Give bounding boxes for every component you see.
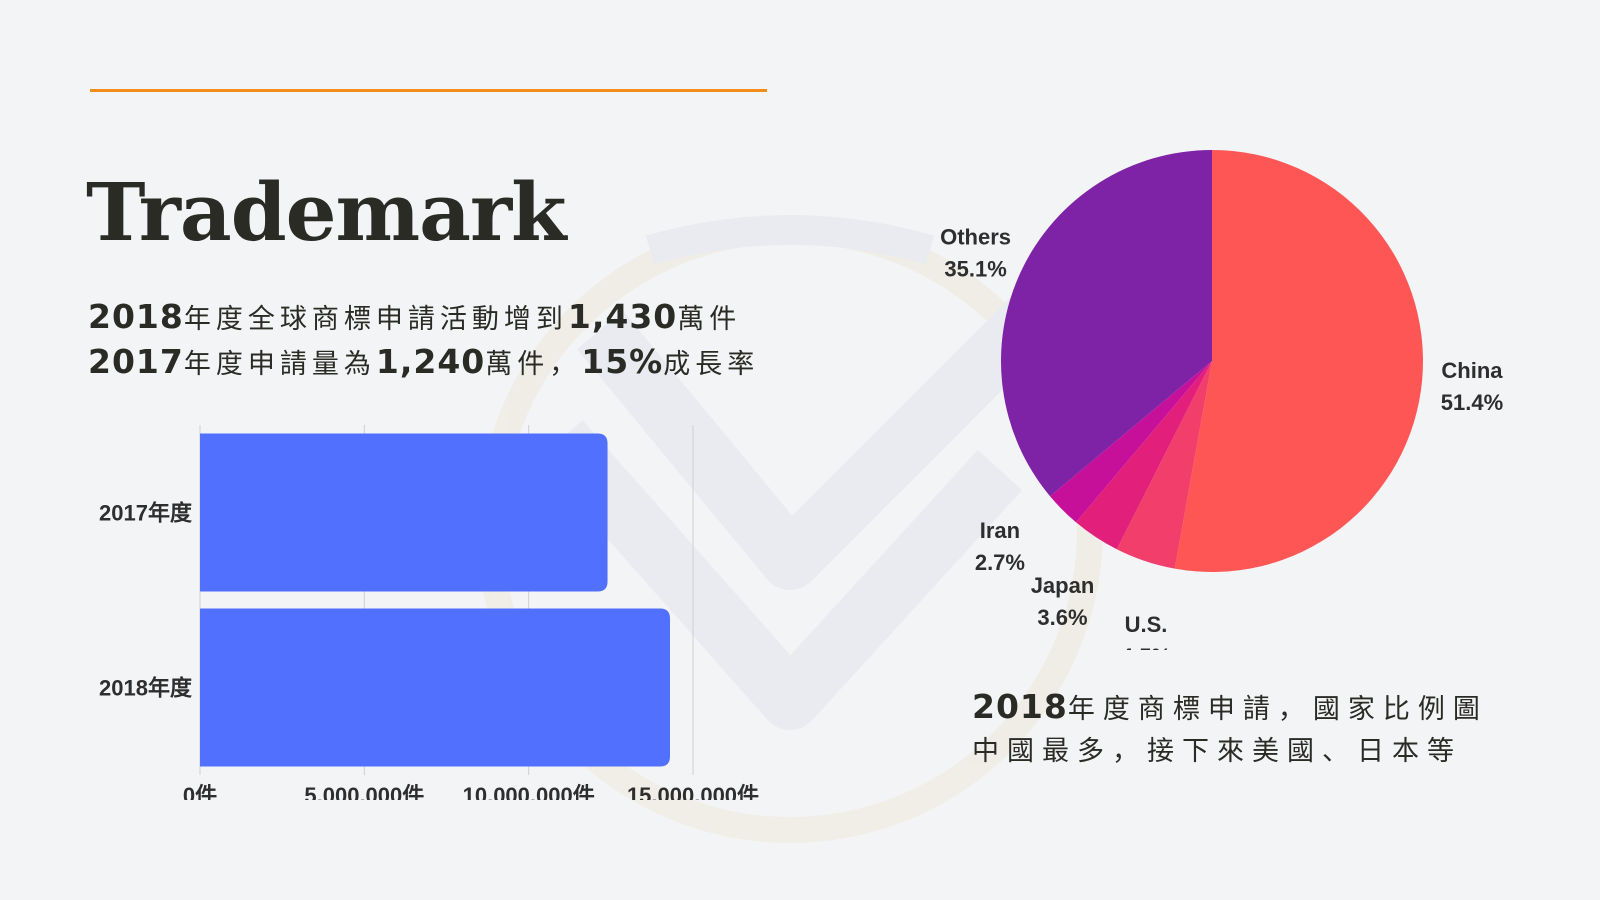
pie-slice-value: 2.7% (975, 550, 1025, 575)
pie-slice-label: Japan (1031, 573, 1095, 598)
x-tick-label: 0件 (183, 783, 217, 800)
pie-slice (1075, 361, 1212, 550)
summary-line-2018: 2018年度全球商標申請活動增到1,430萬件 (88, 296, 759, 341)
y-category-label: 2017年度 (99, 501, 193, 526)
pie-caption-text: 年度商標申請，國家比例圖 (1067, 694, 1488, 725)
bar (200, 433, 608, 592)
pie-slice (1050, 361, 1212, 523)
pie-slice-value: 3.6% (1037, 605, 1087, 630)
x-tick-label: 5,000,000件 (304, 783, 424, 800)
growth-rate: 15% (581, 342, 664, 381)
pie-caption: 2018年度商標申請，國家比例圖 中國最多，接下來美國、日本等 (972, 686, 1488, 773)
summary-year: 2017 (88, 342, 184, 381)
x-tick-label: 15,000,000件 (627, 783, 759, 800)
y-category-label: 2018年度 (99, 676, 193, 701)
accent-divider (90, 89, 767, 92)
bar (200, 608, 670, 767)
pie-chart: China 51.4% U.S. 4.5% Japan 3.6% Iran 2.7% Other… (940, 150, 1503, 650)
bar-chart: 0件 5,000,000件 10,000,000件 15,000,000件 2017年度… (99, 425, 759, 800)
pie-slice (1000, 150, 1212, 497)
summary-value: 1,430 (567, 297, 678, 336)
summary-unit: 萬件 (677, 304, 742, 335)
summary-text: 2018年度全球商標申請活動增到1,430萬件 2017年度申請量為1,240萬… (88, 296, 759, 386)
pie-slice-label: U.S. (1125, 612, 1168, 637)
pie-slice-label: Others (940, 224, 1011, 249)
pie-slice-value: 51.4% (1441, 390, 1503, 415)
pie-slice-label: Iran (980, 518, 1020, 543)
summary-text-part: 成長率 (663, 349, 760, 380)
summary-unit: 萬件， (485, 349, 582, 380)
summary-value: 1,240 (375, 342, 486, 381)
summary-text-part: 年度全球商標申請活動增到 (183, 304, 568, 335)
pie-caption-year: 2018 (972, 687, 1068, 726)
summary-text-part: 年度申請量為 (183, 349, 376, 380)
pie-caption-line-1: 2018年度商標申請，國家比例圖 (972, 686, 1488, 731)
page-title: Trademark (86, 165, 567, 259)
x-tick-label: 10,000,000件 (463, 783, 595, 800)
summary-year: 2018 (88, 297, 184, 336)
summary-line-2017: 2017年度申請量為1,240萬件，15%成長率 (88, 341, 759, 386)
pie-caption-line-2: 中國最多，接下來美國、日本等 (972, 736, 1462, 767)
pie-slice (1174, 150, 1423, 572)
pie-slice-value: 4.5% (1121, 644, 1171, 650)
pie-slice-value: 35.1% (944, 256, 1006, 281)
pie-slice (1116, 361, 1212, 569)
pie-slice-label: China (1441, 358, 1503, 383)
